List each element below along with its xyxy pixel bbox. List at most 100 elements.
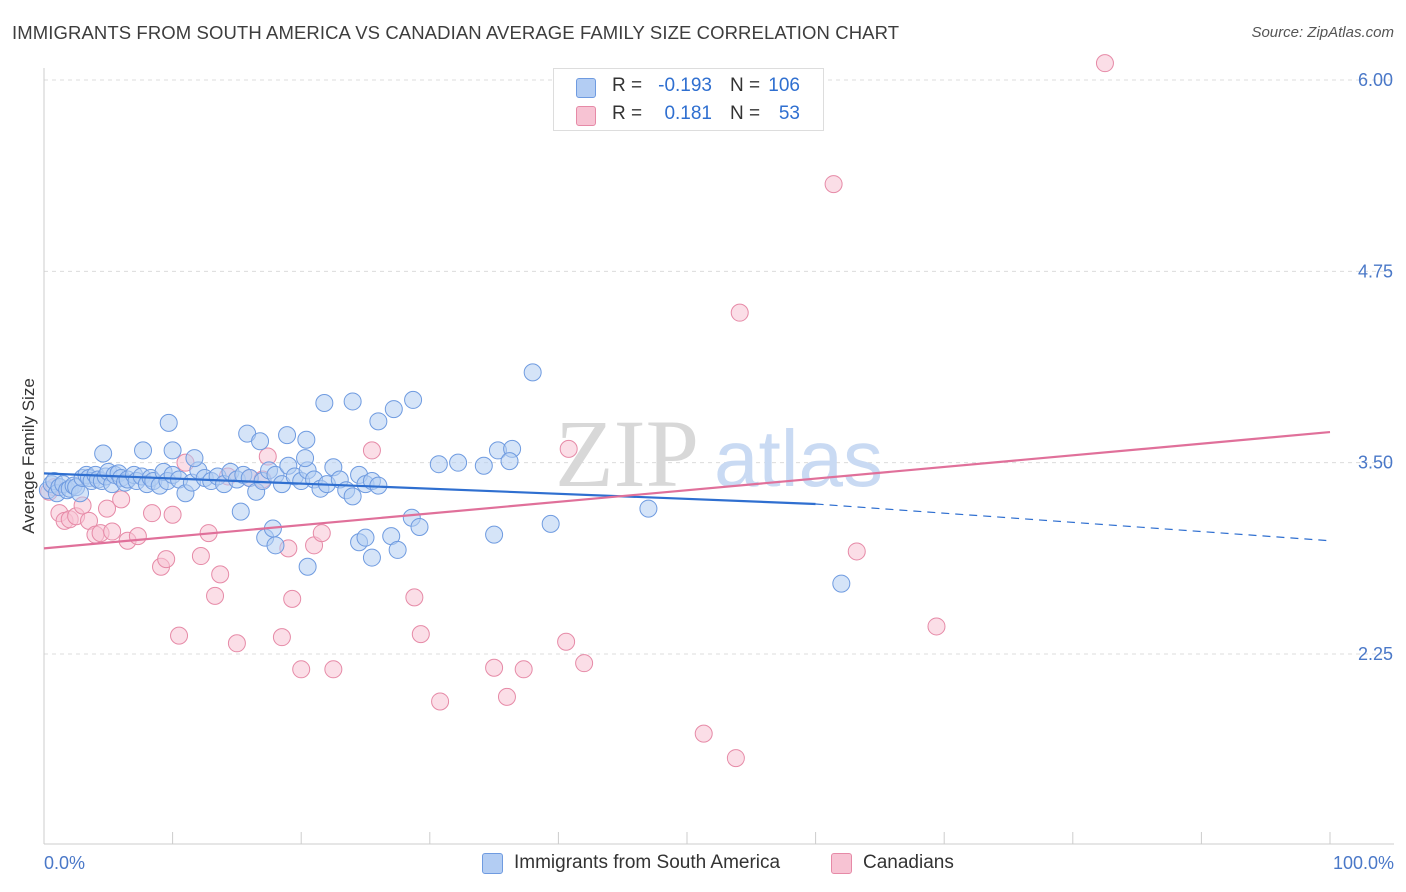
immigrants-point bbox=[639, 499, 658, 518]
canadians-point bbox=[405, 588, 424, 607]
immigrants-point bbox=[343, 392, 362, 411]
immigrants-point bbox=[297, 430, 316, 449]
canadians-point bbox=[283, 589, 302, 608]
immigrants-point bbox=[94, 444, 113, 463]
canadians-point bbox=[694, 724, 713, 743]
immigrants-point bbox=[384, 400, 403, 419]
legend-n-value: 106 bbox=[768, 75, 800, 96]
chart-title: IMMIGRANTS FROM SOUTH AMERICA VS CANADIA… bbox=[12, 22, 900, 43]
canadians-point bbox=[847, 542, 866, 561]
legend-n-value: 53 bbox=[778, 103, 800, 124]
immigrants-point bbox=[266, 536, 285, 555]
canadians-point bbox=[98, 499, 117, 518]
immigrants-point bbox=[429, 455, 448, 474]
legend-r-label: R = bbox=[612, 75, 643, 96]
legend-r-value: -0.193 bbox=[658, 75, 712, 96]
canadians-point bbox=[191, 547, 210, 566]
series-legend-label: Immigrants from South America bbox=[514, 852, 781, 873]
x-axis-ticks bbox=[172, 832, 1331, 844]
immigrants-trend-extension bbox=[815, 503, 1331, 542]
grid-lines bbox=[44, 79, 1394, 655]
canadians-trend-line bbox=[43, 430, 1331, 550]
y-tick-label: 6.00 bbox=[1358, 70, 1393, 90]
legend-row-immigrants: R = -0.193 N = 106 bbox=[554, 72, 823, 100]
y-tick-label: 3.50 bbox=[1358, 453, 1393, 473]
immigrants-point bbox=[523, 363, 542, 382]
canadians-point bbox=[272, 628, 291, 647]
canadians-point bbox=[206, 586, 225, 605]
canadians-point bbox=[362, 441, 381, 460]
immigrants-point bbox=[369, 412, 388, 431]
y-tick-labels: 2.25 3.50 4.75 6.00 bbox=[1358, 70, 1393, 664]
canadians-point bbox=[211, 565, 230, 584]
canadians-point bbox=[128, 527, 147, 546]
immigrants-point bbox=[541, 514, 560, 533]
series-swatch-pink bbox=[831, 853, 852, 874]
immigrants-point bbox=[251, 432, 270, 451]
immigrants-point bbox=[362, 548, 381, 567]
canadians-point bbox=[497, 687, 516, 706]
immigrants-point bbox=[231, 502, 250, 521]
correlation-legend: R = -0.193 N = 106 R = 0.181 N = 53 bbox=[553, 68, 824, 131]
canadians-point bbox=[559, 439, 578, 458]
legend-n-label: N = bbox=[730, 75, 761, 96]
immigrants-point bbox=[163, 441, 182, 460]
immigrants-point bbox=[185, 449, 204, 468]
immigrants-point bbox=[449, 453, 468, 472]
watermark-zip: ZIP bbox=[555, 400, 699, 507]
source-label: Source: ZipAtlas.com bbox=[1251, 24, 1394, 41]
canadians-point bbox=[411, 625, 430, 644]
canadians-point bbox=[824, 175, 843, 194]
legend-n-label: N = bbox=[730, 103, 761, 124]
canadians-point bbox=[726, 749, 745, 768]
immigrants-point bbox=[159, 413, 178, 432]
y-tick-label: 2.25 bbox=[1358, 644, 1393, 664]
canadians-point bbox=[431, 692, 450, 711]
canadians-point bbox=[485, 658, 504, 677]
canadians-point bbox=[292, 660, 311, 679]
legend-r-label: R = bbox=[612, 103, 643, 124]
canadians-point bbox=[163, 505, 182, 524]
immigrants-point bbox=[134, 441, 153, 460]
series-swatch-blue bbox=[482, 853, 503, 874]
immigrants-point bbox=[356, 528, 375, 547]
axes bbox=[43, 68, 1394, 845]
immigrants-trend-line bbox=[43, 472, 816, 506]
canadians-point bbox=[103, 522, 122, 541]
y-axis-label: Average Family Size bbox=[19, 378, 38, 534]
x-tick-label-min: 0.0% bbox=[44, 853, 85, 873]
canadians-point bbox=[312, 524, 331, 543]
legend-swatch-blue bbox=[576, 78, 596, 98]
series-legend-label: Canadians bbox=[863, 852, 954, 873]
canadians-point bbox=[143, 504, 162, 523]
immigrants-point bbox=[298, 557, 317, 576]
canadians-point bbox=[1095, 54, 1114, 73]
y-tick-label: 4.75 bbox=[1358, 261, 1393, 281]
immigrants-point bbox=[388, 540, 407, 559]
immigrants-point bbox=[278, 426, 297, 445]
immigrants-point bbox=[410, 517, 429, 536]
immigrants-point bbox=[343, 487, 362, 506]
canadians-point bbox=[514, 660, 533, 679]
canadians-point bbox=[157, 550, 176, 569]
canadians-point bbox=[575, 654, 594, 673]
canadians-point bbox=[324, 660, 343, 679]
immigrants-point bbox=[404, 390, 423, 409]
immigrants-point bbox=[315, 393, 334, 412]
immigrants-point bbox=[832, 574, 851, 593]
immigrants-point bbox=[500, 452, 519, 471]
canadians-point bbox=[112, 490, 131, 509]
trend-lines bbox=[43, 430, 1331, 550]
immigrants-point bbox=[296, 449, 315, 468]
canadians-point bbox=[927, 617, 946, 636]
canadians-point bbox=[227, 634, 246, 653]
immigrants-points bbox=[38, 363, 851, 593]
x-tick-label-max: 100.0% bbox=[1333, 853, 1394, 873]
immigrants-point bbox=[474, 456, 493, 475]
legend-swatch-pink bbox=[576, 106, 596, 126]
watermark-atlas: atlas bbox=[714, 414, 883, 503]
canadians-point bbox=[170, 626, 189, 645]
canadians-point bbox=[730, 303, 749, 322]
legend-r-value: 0.181 bbox=[664, 103, 712, 124]
